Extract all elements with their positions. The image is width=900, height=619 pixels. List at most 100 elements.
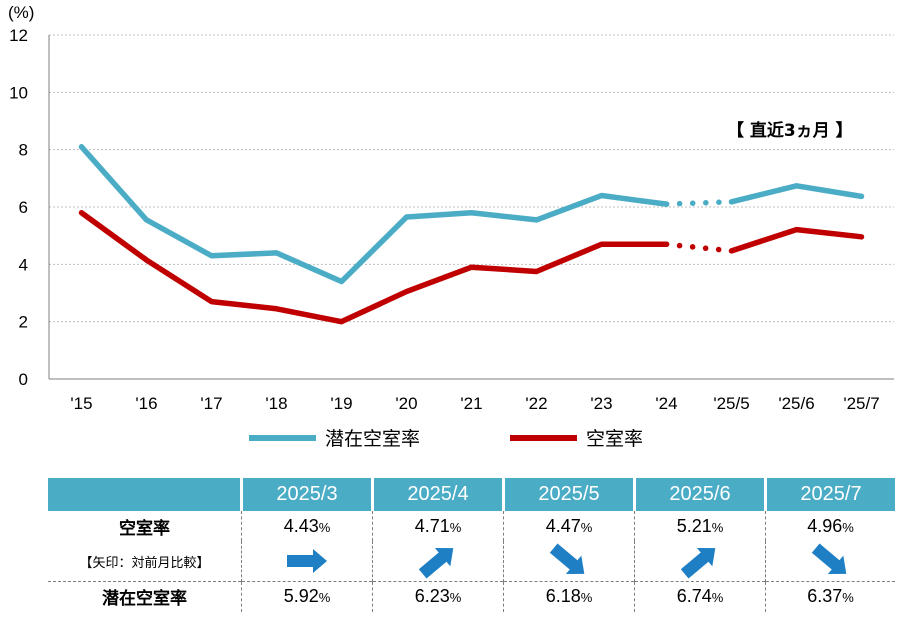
y-tick-labels: 0 2 4 6 8 10 12 bbox=[9, 26, 28, 389]
data-point bbox=[730, 200, 733, 204]
x-tick-label: '25/7 bbox=[843, 394, 879, 413]
data-point bbox=[600, 194, 603, 198]
x-tick-label: '15 bbox=[70, 394, 92, 413]
pct-sign: % bbox=[449, 590, 462, 606]
x-tick-label: '23 bbox=[590, 394, 612, 413]
data-point bbox=[340, 280, 343, 284]
series-dotted-segment bbox=[663, 241, 735, 254]
series-solid-line bbox=[78, 209, 670, 325]
series-lines bbox=[78, 144, 865, 325]
potential-value: 6.37% bbox=[765, 581, 895, 612]
potential-row-label: 潜在空室率 bbox=[48, 581, 242, 612]
vacancy-value: 4.43% bbox=[241, 511, 373, 541]
data-point bbox=[210, 254, 213, 258]
potential-value: 6.74% bbox=[634, 581, 766, 612]
data-point bbox=[275, 251, 278, 255]
pct-sign: % bbox=[711, 590, 724, 606]
arrow-shape bbox=[287, 549, 327, 573]
line-chart: 0 2 4 6 8 10 12 '15 '16 '17 '18 '19 '20 '21 '22 '23 '24… bbox=[8, 3, 894, 450]
monthly-summary-table: 2025/3 2025/4 2025/5 2025/6 2025/7 空室率 4… bbox=[48, 478, 895, 612]
data-point bbox=[145, 258, 148, 262]
series-solid-line bbox=[78, 144, 670, 285]
series-recent-line bbox=[728, 226, 865, 254]
y-axis-unit: (%) bbox=[8, 3, 34, 22]
pct-sign: % bbox=[318, 590, 331, 606]
x-tick-label: '19 bbox=[330, 394, 352, 413]
up-arrow-icon bbox=[418, 547, 454, 579]
data-point bbox=[80, 211, 83, 215]
month-header-4: 2025/6 bbox=[633, 478, 766, 511]
arrow-cell bbox=[372, 541, 504, 582]
data-point bbox=[535, 270, 538, 273]
data-point bbox=[665, 242, 668, 246]
vacancy-number: 4.71 bbox=[414, 515, 450, 536]
x-tick-label: '18 bbox=[265, 394, 287, 413]
vacancy-number: 4.43 bbox=[283, 515, 319, 536]
potential-value: 5.92% bbox=[241, 581, 373, 612]
pct-sign: % bbox=[711, 519, 724, 535]
x-tick-label: '25/5 bbox=[713, 394, 749, 413]
up-arrow-icon bbox=[680, 547, 716, 579]
month-header-2: 2025/4 bbox=[371, 478, 504, 511]
arrow-cell bbox=[503, 541, 635, 582]
y-tick-label: 8 bbox=[19, 141, 28, 160]
table-header-row: 2025/3 2025/4 2025/5 2025/6 2025/7 bbox=[48, 478, 895, 511]
data-point bbox=[405, 290, 408, 294]
series-1 bbox=[78, 144, 865, 285]
data-point bbox=[795, 184, 798, 188]
data-point bbox=[470, 265, 473, 269]
down-arrow-icon bbox=[811, 543, 846, 575]
arrow-cell bbox=[765, 541, 895, 582]
arrow-note-label: 【矢印：対前月比較】 bbox=[79, 555, 210, 571]
data-point bbox=[795, 228, 798, 232]
y-tick-label: 4 bbox=[19, 255, 28, 274]
vacancy-number: 4.96 bbox=[807, 515, 843, 536]
vacancy-number: 5.21 bbox=[676, 515, 712, 536]
header-corner-cell bbox=[48, 478, 242, 511]
legend-label: 潜在空室率 bbox=[325, 428, 420, 450]
arrow-cell bbox=[241, 541, 373, 582]
flat-arrow-icon bbox=[287, 549, 327, 573]
y-tick-label: 6 bbox=[19, 198, 28, 217]
arrow-cell bbox=[634, 541, 766, 582]
potential-number: 6.23 bbox=[414, 586, 450, 607]
pct-sign: % bbox=[449, 519, 462, 535]
arrow-row: 【矢印：対前月比較】 bbox=[48, 541, 895, 582]
vacancy-value: 4.71% bbox=[372, 511, 504, 541]
pct-sign: % bbox=[842, 519, 854, 535]
down-arrow-icon bbox=[549, 543, 585, 575]
x-tick-label: '17 bbox=[200, 394, 222, 413]
data-point bbox=[210, 300, 213, 304]
month-header-1: 2025/3 bbox=[240, 478, 373, 511]
axes bbox=[48, 35, 894, 380]
data-point bbox=[730, 249, 733, 253]
data-point bbox=[275, 307, 278, 311]
x-tick-label: '21 bbox=[460, 394, 482, 413]
month-header-5: 2025/7 bbox=[764, 478, 895, 511]
x-tick-label: '20 bbox=[395, 394, 417, 413]
potential-number: 6.37 bbox=[807, 586, 843, 607]
data-point bbox=[470, 211, 473, 215]
potential-value: 6.18% bbox=[503, 581, 635, 612]
data-point bbox=[665, 202, 668, 206]
potential-number: 5.92 bbox=[283, 586, 319, 607]
arrow-shape bbox=[549, 543, 585, 575]
arrow-shape bbox=[680, 547, 716, 579]
vacancy-number: 4.47 bbox=[545, 515, 581, 536]
pct-sign: % bbox=[580, 519, 593, 535]
data-point bbox=[405, 215, 408, 219]
pct-sign: % bbox=[842, 590, 854, 606]
data-point bbox=[860, 194, 863, 198]
y-tick-label: 12 bbox=[9, 26, 28, 45]
legend-label: 空室率 bbox=[586, 428, 643, 450]
y-tick-label: 2 bbox=[19, 313, 28, 332]
y-tick-label: 10 bbox=[9, 83, 28, 102]
vacancy-value: 5.21% bbox=[634, 511, 766, 541]
series-2 bbox=[78, 209, 865, 325]
legend: 潜在空室率 空室率 bbox=[249, 428, 643, 450]
x-tick-label: '22 bbox=[525, 394, 547, 413]
x-tick-label: '24 bbox=[655, 394, 677, 413]
potential-number: 6.18 bbox=[545, 586, 581, 607]
recent-period-label: 【 直近3ヵ月 】 bbox=[727, 120, 853, 141]
data-point bbox=[145, 218, 148, 222]
